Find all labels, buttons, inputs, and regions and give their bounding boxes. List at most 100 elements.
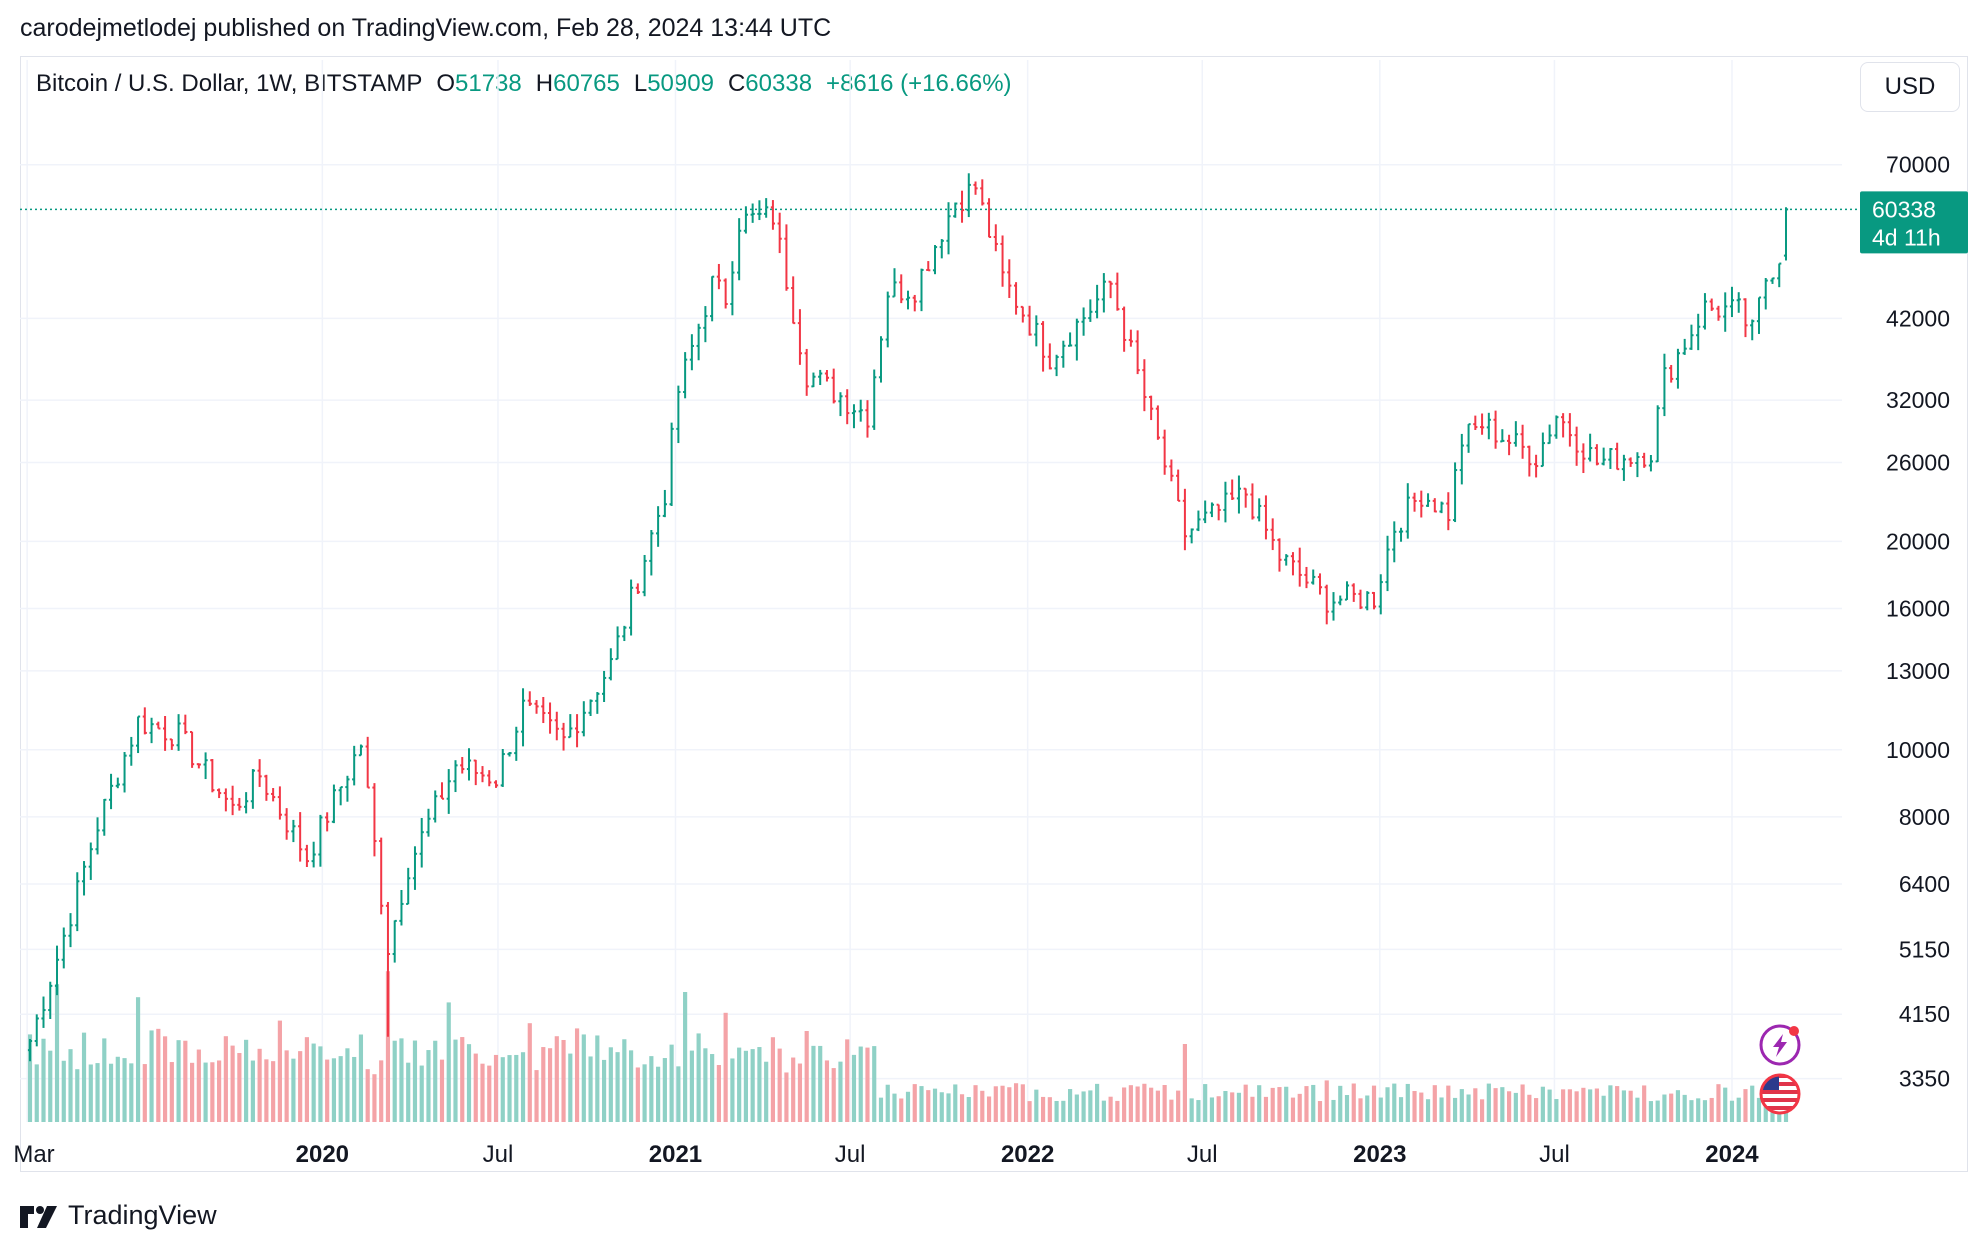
volume-bar (703, 1048, 708, 1122)
symbol-legend: Bitcoin / U.S. Dollar, 1W, BITSTAMP O 51… (36, 70, 1026, 98)
volume-bar (1567, 1089, 1572, 1122)
volume-bar (737, 1047, 742, 1122)
volume-bar (379, 1060, 384, 1122)
volume-bar (770, 1037, 776, 1122)
volume-bar (169, 1062, 174, 1122)
volume-bar (1095, 1083, 1100, 1122)
volume-bar (1013, 1083, 1019, 1122)
tradingview-logo[interactable]: TradingView (20, 1200, 217, 1231)
volume-bar (61, 1060, 66, 1122)
volume-bar (1074, 1094, 1079, 1122)
volume-bar (791, 1057, 796, 1122)
volume-bar (588, 1056, 593, 1122)
volume-bar (122, 1058, 127, 1122)
volume-bar (1040, 1096, 1046, 1122)
volume-bar (1088, 1090, 1093, 1122)
volume-bar (527, 1023, 532, 1122)
volume-bar (1716, 1084, 1721, 1122)
volume-bar (851, 1054, 857, 1122)
volume-bar (1682, 1094, 1687, 1122)
volume-bar (635, 1067, 640, 1122)
volume-bar (1122, 1087, 1127, 1122)
volume-bar (1378, 1097, 1383, 1122)
volume-bar (108, 1063, 114, 1122)
volume-bar (838, 1061, 843, 1122)
volume-bar (264, 1059, 269, 1122)
close-value: 60338 (745, 70, 813, 97)
lightning-icon[interactable] (1759, 1024, 1801, 1066)
volume-bar (48, 1050, 53, 1122)
volume-bar (1588, 1089, 1593, 1122)
volume-bar (1371, 1085, 1377, 1122)
volume-bar (1344, 1095, 1350, 1122)
y-tick-label: 3350 (1899, 1066, 1950, 1092)
volume-bar (1554, 1099, 1559, 1122)
volume-bar (1236, 1092, 1242, 1122)
volume-bar (365, 1069, 370, 1122)
time-axis[interactable]: Mar 2020 Jul 2021 Jul 2022 Jul 2023 Jul 2024 (13, 1141, 1759, 1168)
volume-bar (858, 1046, 863, 1122)
x-tick-label: 2021 (649, 1141, 702, 1168)
y-tick-label: 42000 (1886, 305, 1950, 331)
last-price-marker: 60338 4d 11h (20, 191, 1968, 254)
volume-bar (385, 971, 391, 1122)
volume-bar (149, 1030, 154, 1122)
volume-bar (1743, 1089, 1748, 1122)
volume-bar (1425, 1099, 1431, 1122)
volume-bar (298, 1051, 303, 1122)
volume-bar (581, 1034, 586, 1122)
volume-bar (683, 992, 688, 1122)
volume-bar (1365, 1095, 1370, 1122)
volume-bar (676, 1066, 681, 1122)
y-tick-label: 10000 (1886, 737, 1950, 763)
volume-bar (629, 1050, 634, 1122)
volume-bar (237, 1053, 242, 1122)
volume-bar (1324, 1080, 1329, 1122)
volume-bar (1594, 1088, 1599, 1122)
volume-bar (1081, 1091, 1086, 1122)
volume-bar (102, 1038, 107, 1122)
volume-bar (986, 1096, 992, 1122)
volume-bar (1135, 1086, 1140, 1122)
volume-bar (1702, 1100, 1708, 1122)
volume-bar (1648, 1101, 1654, 1122)
volume-bar (669, 1044, 674, 1122)
volume-bar (1196, 1100, 1201, 1122)
volume-bar (723, 1012, 728, 1122)
low-label: L (633, 70, 648, 97)
y-tick-label: 32000 (1886, 387, 1950, 413)
volume-bar (1392, 1083, 1397, 1122)
volume-bar (176, 1040, 181, 1122)
volume-bar (1635, 1097, 1640, 1122)
volume-bar (1290, 1097, 1296, 1122)
volume-bar (1412, 1091, 1417, 1122)
volume-bar (547, 1048, 553, 1122)
volume-bar (649, 1056, 654, 1122)
price-axis[interactable]: 3350 4150 5150 6400 8000 10000 13000 16000 20000… (1886, 152, 1950, 1092)
volume-bar (1736, 1097, 1741, 1122)
volume-bar (1763, 1100, 1768, 1122)
volume-bar (1027, 1101, 1032, 1122)
volume-bar (1284, 1086, 1289, 1122)
symbol-title[interactable]: Bitcoin / U.S. Dollar, 1W, BITSTAMP (36, 70, 423, 97)
volume-bar (1149, 1087, 1154, 1122)
last-price-value: 60338 (1872, 196, 1936, 222)
volume-bar (1209, 1097, 1215, 1122)
volume-bar (1243, 1084, 1248, 1122)
volume-bar (325, 1059, 330, 1122)
x-tick-label: 2022 (1001, 1141, 1054, 1168)
volume-bar (1729, 1100, 1735, 1122)
volume-bar (831, 1068, 836, 1122)
volume-bar (311, 1043, 316, 1122)
volume-bar (1486, 1083, 1491, 1122)
volume-bar (473, 1053, 478, 1122)
grid-lines (20, 60, 1842, 1122)
volume-bar (1608, 1085, 1613, 1122)
us-flag-icon[interactable] (1759, 1073, 1801, 1115)
currency-button[interactable]: USD (1860, 62, 1960, 112)
volume-bar (223, 1036, 228, 1122)
volume-bar (534, 1070, 539, 1122)
volume-bar (1162, 1085, 1167, 1122)
low-value: 50909 (647, 70, 714, 97)
